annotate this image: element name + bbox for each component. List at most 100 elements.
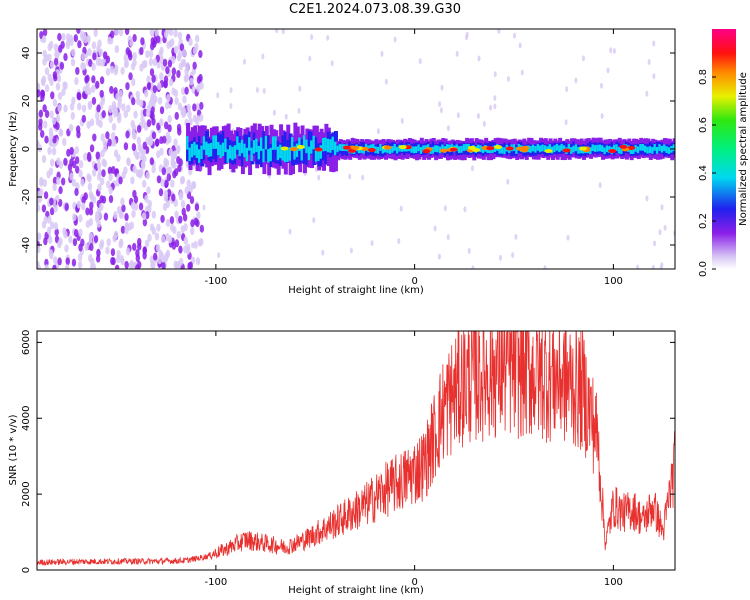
heatmap-speckle (152, 85, 158, 94)
heatmap-speckle (188, 37, 193, 46)
heatmap-band-cell (541, 144, 546, 152)
heatmap-speckle (65, 257, 70, 266)
heatmap-speckle (467, 247, 471, 254)
heatmap-band-cell (601, 145, 606, 152)
heatmap-band-cell (314, 148, 319, 162)
heatmap-speckle (636, 264, 640, 269)
heatmap-speckle (48, 235, 53, 244)
heatmap-speckle (148, 100, 153, 109)
heatmap-speckle (120, 197, 125, 206)
heatmap-speckle (75, 66, 80, 75)
heatmap-speckle (193, 240, 198, 249)
heatmap-speckle (163, 30, 169, 39)
heatmap-speckle (109, 85, 114, 94)
heatmap-speckle (118, 176, 123, 185)
heatmap-speckle (150, 37, 155, 46)
heatmap-hotspot (486, 146, 495, 151)
heatmap-hotspot (342, 145, 351, 150)
heatmap-speckle (44, 264, 49, 269)
heatmap-hotspot (314, 147, 323, 152)
heatmap-speckle (148, 58, 154, 67)
heatmap-speckle (91, 195, 97, 204)
heatmap-speckle (72, 238, 78, 247)
heatmap-speckle (95, 211, 100, 220)
heatmap-band-cell (271, 139, 276, 163)
heatmap-speckle (37, 89, 41, 98)
heatmap-speckle (376, 128, 380, 135)
heatmap-speckle (102, 139, 108, 148)
heatmap-band-cell (274, 136, 279, 150)
heatmap-speckle (149, 29, 155, 37)
heatmap-speckle (116, 255, 121, 264)
heatmap-speckle (173, 89, 179, 98)
heatmap-speckle (154, 232, 160, 241)
heatmap-speckle (168, 148, 173, 157)
heatmap-speckle (155, 35, 161, 44)
heatmap-speckle (297, 107, 301, 114)
heatmap-speckle (84, 86, 89, 95)
heatmap-speckle (78, 228, 83, 237)
heatmap-speckle (176, 123, 182, 132)
bottom-x-tick-label: 100 (604, 577, 623, 588)
heatmap-speckle (173, 198, 178, 207)
heatmap-speckle (39, 176, 44, 185)
heatmap-hotspot (348, 148, 357, 153)
heatmap-speckle (506, 178, 510, 185)
heatmap-band-cell (291, 137, 296, 151)
heatmap-speckle (47, 215, 52, 224)
heatmap-speckle (186, 203, 191, 212)
heatmap-speckle (40, 129, 45, 138)
heatmap-speckle (581, 55, 585, 62)
heatmap-speckle (38, 194, 43, 203)
heatmap-speckle (87, 102, 93, 111)
heatmap-speckle (87, 182, 93, 191)
heatmap-speckle (275, 29, 279, 34)
heatmap-speckle (512, 32, 516, 39)
heatmap-speckle (160, 178, 165, 187)
heatmap-speckle (151, 117, 156, 126)
heatmap-speckle (107, 138, 112, 147)
heatmap-speckle (96, 172, 102, 181)
heatmap-band-cell (381, 146, 386, 154)
heatmap-band-cell (391, 146, 396, 153)
heatmap-band-cell (193, 141, 198, 156)
heatmap-band-cell (255, 141, 260, 165)
heatmap-speckle (91, 75, 96, 84)
heatmap-speckle (174, 96, 179, 105)
heatmap-speckle (493, 71, 497, 78)
heatmap-speckle (160, 214, 165, 223)
heatmap-band-cell (214, 138, 219, 162)
top-y-tick-label: -40 (21, 237, 32, 253)
heatmap-speckle (465, 31, 469, 38)
heatmap-speckle (71, 258, 77, 267)
heatmap-speckle (196, 75, 202, 84)
heatmap-band-cell (615, 144, 620, 152)
heatmap-speckle (114, 264, 120, 269)
heatmap-band-cell (589, 147, 594, 154)
heatmap-speckle (156, 122, 161, 131)
heatmap-speckle (61, 33, 66, 42)
heatmap-speckle (179, 176, 185, 185)
heatmap-speckle (46, 226, 52, 235)
heatmap-speckle (108, 195, 114, 204)
heatmap-speckle (57, 104, 62, 113)
heatmap-speckle (69, 172, 74, 181)
heatmap-band-cell (465, 143, 470, 151)
top-x-tick-label: 0 (411, 276, 417, 287)
heatmap-band-cell (190, 143, 195, 158)
heatmap-speckle (310, 34, 314, 41)
heatmap-speckle (482, 120, 486, 127)
heatmap-speckle (288, 228, 292, 235)
heatmap-speckle (76, 29, 81, 34)
heatmap-speckle (176, 230, 181, 239)
heatmap-speckle (384, 78, 388, 85)
heatmap-band-cell (653, 143, 658, 151)
colorbar-tick-label: 0.6 (698, 117, 709, 133)
heatmap-speckle (493, 95, 497, 102)
heatmap-band-cell (317, 147, 322, 162)
heatmap-band-cell (503, 147, 508, 154)
heatmap-speckle (156, 175, 162, 184)
heatmap-speckle (652, 40, 656, 47)
heatmap-speckle (141, 179, 147, 188)
heatmap-speckle (132, 242, 137, 251)
